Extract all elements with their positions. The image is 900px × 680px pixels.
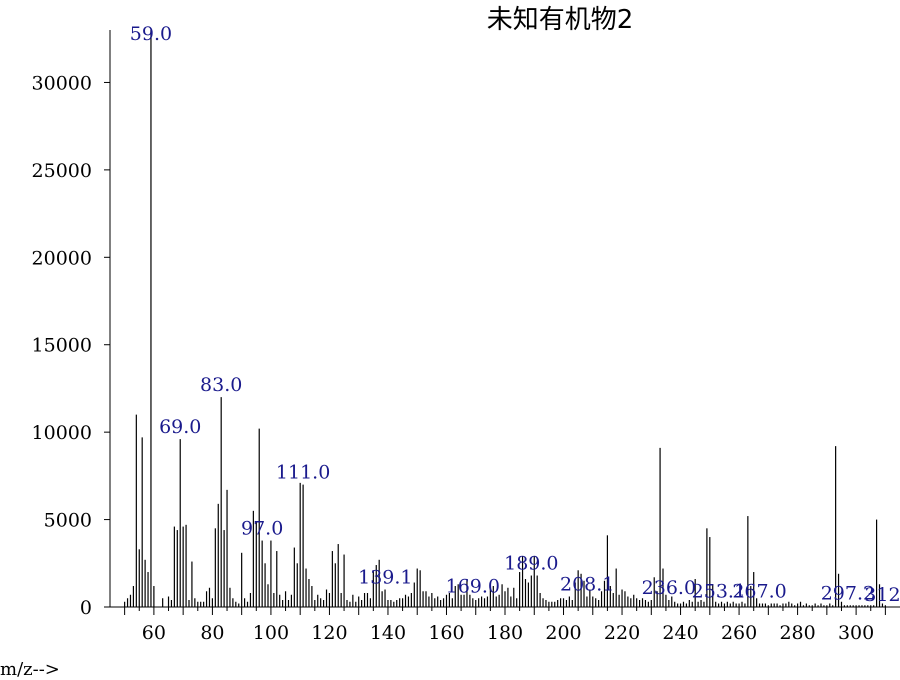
y-tick-label: 10000 [32,422,92,444]
x-axis-label: m/z--> [0,659,60,680]
peak-labels: 59.0 69.0 83.0 97.0 111.0 139.1 169.0189.0208.… [130,23,900,606]
y-axis-ticks: 0 5000 10000 15000 20000 25000 30000 [32,72,110,619]
y-tick-label: 5000 [44,510,92,532]
peak-label: 139.1 [358,567,412,589]
y-tick-label: 20000 [32,247,92,269]
peak-label: 69.0 [159,416,201,438]
y-tick-label: 0 [80,597,92,619]
chart-title: 未知有机物2 [487,5,634,35]
x-tick-label: 60 [142,622,166,644]
peak-label: 297.2 [821,582,875,604]
x-tick-label: 140 [370,622,406,644]
peak-label: 59.0 [130,23,172,45]
x-tick-label: 260 [721,622,757,644]
x-tick-label: 80 [200,622,224,644]
x-tick-label: 160 [428,622,464,644]
y-tick-label: 25000 [32,160,92,182]
x-tick-label: 220 [604,622,640,644]
peak-label: 83.0 [200,374,242,396]
peak-label: 312.1 [864,584,900,606]
x-tick-label: 240 [662,622,698,644]
x-tick-label: 180 [487,622,523,644]
x-tick-label: 300 [838,622,874,644]
peak-label: 111.0 [276,462,330,484]
x-tick-label: 120 [311,622,347,644]
y-tick-label: 30000 [32,72,92,94]
peak-label: 169.0 [446,575,500,597]
y-tick-label: 15000 [32,335,92,357]
peak-label: 253.1 [692,581,746,603]
x-axis-ticks: 60 80 100 120 140 160 180 200 220 240 260 280 300 [124,607,886,644]
x-tick-label: 280 [779,622,815,644]
peak-label: 189.0 [504,553,558,575]
peak-label: 208.1 [560,574,614,596]
peak-label: 97.0 [241,518,283,540]
spectrum-peaks [124,30,886,607]
x-tick-label: 200 [545,622,581,644]
x-tick-label: 100 [253,622,289,644]
peak-label: 236.0 [642,577,696,599]
peak-label: 267.0 [732,581,786,603]
